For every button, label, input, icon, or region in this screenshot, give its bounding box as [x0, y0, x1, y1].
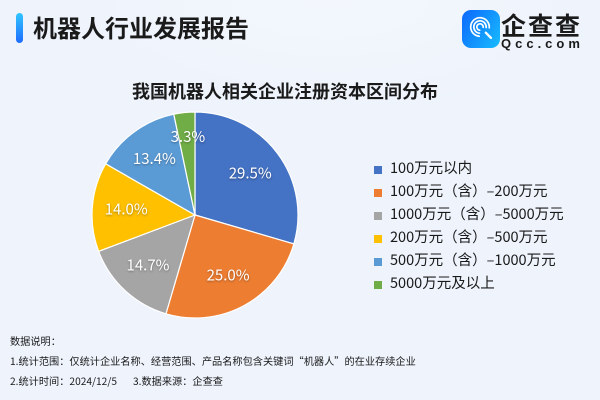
svg-text:14.0%: 14.0% — [105, 199, 148, 220]
svg-text:13.4%: 13.4% — [133, 148, 176, 169]
svg-text:29.5%: 29.5% — [229, 163, 272, 184]
svg-text:25.0%: 25.0% — [207, 265, 250, 286]
svg-text:3.3%: 3.3% — [171, 126, 206, 147]
svg-text:14.7%: 14.7% — [127, 255, 170, 276]
